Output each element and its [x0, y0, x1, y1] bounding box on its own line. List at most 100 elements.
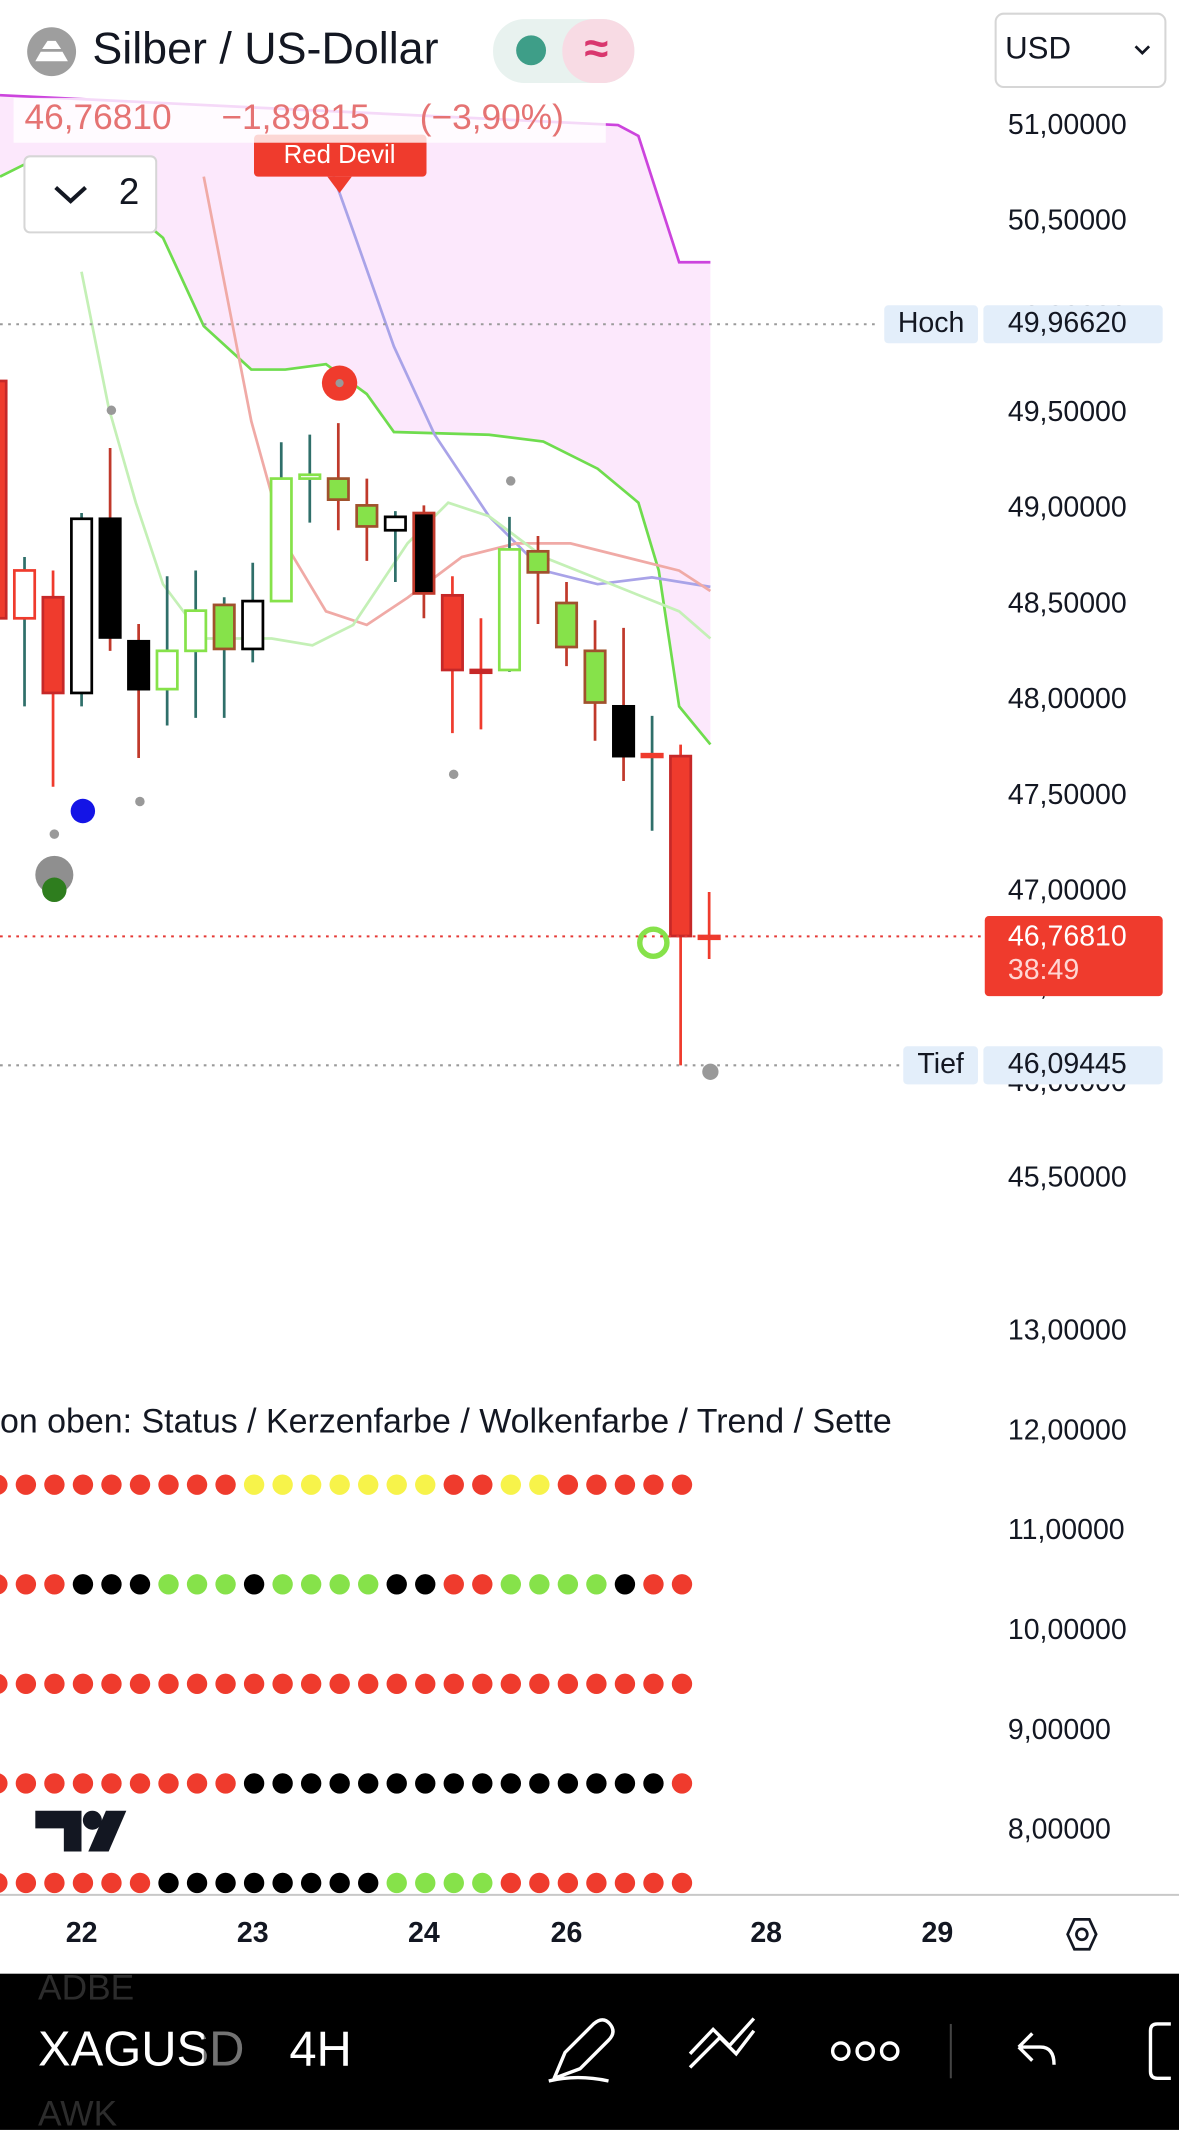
status-dot [614, 1673, 636, 1695]
more-icon [879, 2041, 900, 2061]
status-dot [443, 1673, 464, 1695]
status-dot [643, 1474, 664, 1495]
symbol-name[interactable]: Silber / US-Dollar [92, 24, 438, 74]
more-icon[interactable] [830, 2041, 851, 2061]
dot [135, 796, 145, 807]
settings-icon-core [1075, 1927, 1089, 1942]
status-dot [614, 1474, 636, 1495]
status-dot [243, 1574, 265, 1595]
status-dot [300, 1574, 322, 1595]
status-dot [15, 1474, 37, 1495]
lines-icon[interactable] [688, 2017, 756, 2069]
status-dot [671, 1872, 693, 1894]
level-badge [903, 1046, 978, 1085]
currency: USD [1005, 31, 1071, 66]
settings-icon[interactable] [1066, 1918, 1098, 1951]
x-tick-label: 29 [921, 1917, 953, 1949]
level-value-badge [983, 1046, 1163, 1085]
y-tick-label: 51,00000 [1008, 109, 1127, 141]
y-tick-label: 13,00000 [1008, 1315, 1127, 1347]
status-dot [300, 1474, 322, 1495]
collapse-button[interactable] [23, 155, 158, 234]
status-dot [186, 1574, 208, 1595]
dot [505, 476, 516, 486]
interval[interactable]: 4H [289, 2022, 351, 2076]
status-dot [557, 1673, 579, 1695]
status-dot [300, 1773, 322, 1794]
candle-body [184, 609, 208, 653]
candle-body [583, 649, 607, 704]
status-dot [415, 1673, 436, 1695]
markers [35, 365, 719, 1080]
status-dot [500, 1574, 522, 1595]
candle-body [669, 754, 693, 938]
x-tick-label: 28 [750, 1917, 782, 1949]
status-dot [101, 1872, 122, 1894]
status-dot [472, 1574, 493, 1595]
undo-icon[interactable] [1017, 2032, 1056, 2065]
x-tick-label: 23 [237, 1917, 269, 1949]
status-dot [44, 1773, 65, 1794]
y-tick-label: 45,50000 [1008, 1162, 1127, 1194]
status-dot [44, 1574, 65, 1595]
status-dot [158, 1773, 179, 1794]
tv-logo [35, 1810, 82, 1852]
status-dot [500, 1773, 522, 1794]
status-dot [329, 1872, 350, 1894]
fullscreen-icon[interactable] [1148, 2022, 1171, 2080]
status-dot [44, 1474, 65, 1495]
status-dot [0, 1474, 8, 1495]
candle-body [640, 752, 664, 759]
status-dot [415, 1474, 436, 1495]
signal-badge [254, 134, 427, 177]
status-dot [15, 1673, 37, 1695]
status-dot [101, 1574, 122, 1595]
status-dot [443, 1872, 464, 1894]
status-dot [15, 1773, 37, 1794]
signal-label: Red Devil [284, 141, 396, 169]
market-open-dot [516, 35, 547, 66]
status-dot [415, 1773, 436, 1794]
status-dot [643, 1872, 664, 1894]
signal-dot-core [335, 379, 344, 388]
dot-rows [0, 1474, 693, 1894]
candle-body [241, 599, 265, 651]
status-dot [586, 1872, 607, 1894]
currency-select[interactable] [994, 12, 1167, 89]
status-dot [529, 1773, 550, 1794]
last-price-badge [984, 916, 1163, 997]
level-label: Hoch [898, 307, 965, 339]
dot [448, 769, 459, 780]
green-ring [637, 926, 670, 960]
status-dot [186, 1474, 208, 1495]
status-dot [243, 1872, 265, 1894]
status-dot [44, 1872, 65, 1894]
candle-body [0, 379, 8, 620]
status-dot [158, 1673, 179, 1695]
status-dot [243, 1673, 265, 1695]
status-dot [472, 1474, 493, 1495]
symbol-fade [203, 2018, 245, 2087]
next-symbol[interactable]: AWK [38, 2095, 118, 2130]
chevron [54, 186, 87, 204]
x-tick-label: 24 [408, 1917, 440, 1949]
status-dot [129, 1773, 151, 1794]
status-dot [529, 1574, 550, 1595]
draw-icon[interactable] [548, 2018, 615, 2083]
status-dot [472, 1773, 493, 1794]
candle-body [440, 593, 464, 672]
status-dot [443, 1574, 464, 1595]
status-dot [243, 1474, 265, 1495]
status-dot [358, 1574, 379, 1595]
price-axis: 51,0000050,5000050,0000049,5000049,00000… [0, 109, 1127, 1846]
prev-symbol[interactable]: ADBE [38, 1968, 134, 2007]
candles [0, 379, 721, 1066]
status-dot [443, 1474, 464, 1495]
status-dot [272, 1872, 293, 1894]
candle-body [412, 511, 436, 595]
chevron [1134, 45, 1151, 55]
status-dot [72, 1474, 94, 1495]
status-dot [272, 1673, 293, 1695]
status-dot [386, 1673, 407, 1695]
status-dot [643, 1673, 664, 1695]
